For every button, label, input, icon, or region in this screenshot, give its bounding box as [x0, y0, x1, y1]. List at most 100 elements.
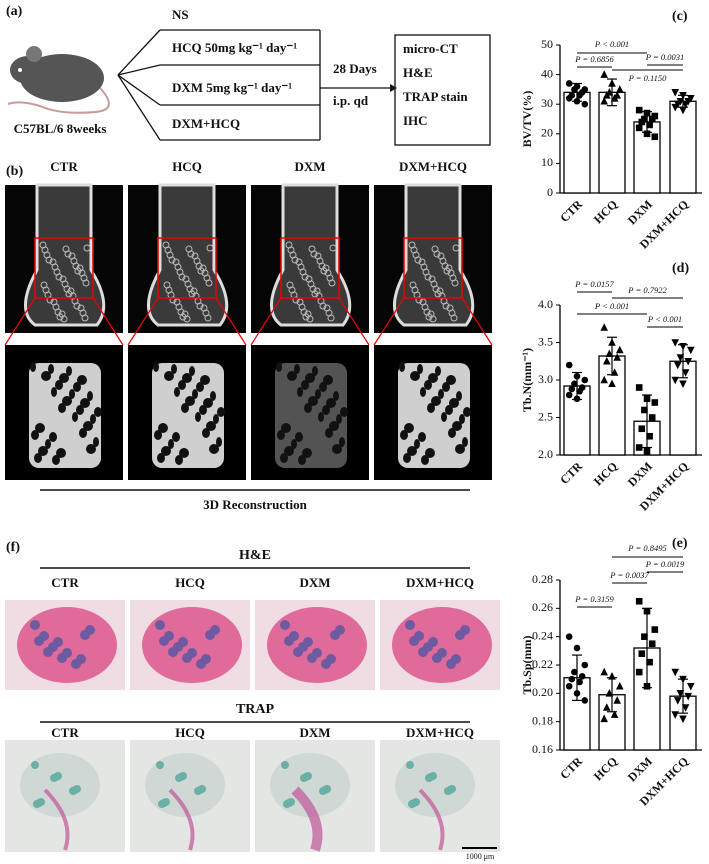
data-point — [608, 79, 616, 87]
pore — [38, 446, 48, 456]
assay: TRAP stain — [403, 89, 468, 104]
pore — [172, 432, 180, 442]
data-point — [600, 714, 608, 723]
trabecula — [415, 296, 423, 304]
trabecula — [319, 302, 327, 310]
pore — [418, 432, 426, 442]
y-tick-label: 40 — [541, 66, 553, 80]
data-point — [565, 391, 573, 399]
pore — [200, 375, 210, 385]
data-point — [568, 385, 576, 393]
x-tick-label: DXM — [625, 197, 655, 227]
scheme-lines — [117, 29, 491, 146]
marrow — [80, 630, 90, 640]
pore — [93, 437, 99, 447]
trabecula — [56, 313, 64, 321]
data-point — [616, 345, 624, 354]
pore — [199, 405, 207, 415]
pore — [452, 421, 462, 431]
marrow — [34, 636, 44, 646]
pore — [154, 430, 162, 440]
pore — [178, 380, 186, 390]
data-point — [578, 673, 586, 680]
marrow — [418, 647, 428, 657]
pore — [340, 407, 348, 417]
trabecula — [168, 256, 176, 264]
pore — [213, 414, 219, 424]
data-point — [613, 353, 621, 361]
p-value: P = 0.3159 — [574, 594, 614, 604]
trabecula — [65, 290, 73, 298]
data-point — [684, 692, 692, 701]
data-point — [641, 633, 648, 640]
data-point — [573, 395, 581, 403]
trabecula — [83, 244, 91, 252]
marrow — [293, 647, 303, 657]
pore — [445, 405, 453, 415]
stain — [323, 785, 331, 793]
trabecula — [425, 313, 433, 321]
pore — [83, 421, 93, 431]
assay: micro-CT — [403, 41, 458, 56]
data-point — [600, 70, 608, 78]
marrow — [284, 636, 294, 646]
treatment: HCQ 50mg kg⁻¹ day⁻¹ — [172, 40, 297, 55]
data-point — [576, 678, 583, 686]
data-point — [603, 91, 611, 99]
y-tick-label: 2.0 — [538, 447, 553, 461]
pore — [77, 375, 87, 385]
pore — [456, 391, 462, 401]
panel-label: (d) — [672, 261, 689, 276]
marrow — [30, 620, 40, 630]
trap-stain — [418, 788, 445, 851]
data-point — [610, 710, 619, 718]
group-label: DXM+HCQ — [399, 159, 467, 174]
data-point — [679, 675, 687, 684]
trabecula — [74, 267, 82, 275]
marrow — [455, 630, 465, 640]
x-tick-label: CTR — [557, 754, 585, 782]
reconstruction-image — [251, 345, 369, 480]
pore — [210, 391, 216, 401]
data-point — [651, 399, 659, 406]
p-value: P = 0.7922 — [627, 285, 667, 295]
pore — [291, 439, 297, 449]
pore — [30, 362, 36, 372]
data-point — [610, 93, 619, 102]
tissue — [17, 607, 117, 683]
trabecula — [414, 256, 422, 264]
data-point — [643, 447, 651, 455]
data-point — [681, 100, 690, 109]
trabecula — [443, 267, 451, 275]
data-point — [573, 690, 581, 697]
trabecula — [291, 256, 299, 264]
marrow — [307, 653, 317, 663]
roi-box — [280, 237, 340, 299]
data-point — [605, 349, 614, 358]
trabecula — [306, 315, 314, 323]
pore — [410, 371, 420, 381]
stain — [73, 785, 81, 793]
p-value: P = 0.0019 — [645, 559, 685, 569]
p-value: P < 0.001 — [594, 39, 629, 49]
data-point — [635, 597, 643, 605]
pore — [462, 437, 468, 447]
data-point — [687, 682, 695, 691]
pore — [49, 432, 57, 442]
data-point — [671, 103, 679, 112]
group-label: DXM+HCQ — [406, 575, 474, 590]
stain — [448, 785, 456, 793]
data-point — [679, 715, 687, 724]
pore — [428, 373, 438, 383]
pore — [179, 448, 189, 458]
panel-label: (f) — [6, 540, 20, 555]
marrow — [405, 620, 415, 630]
marrow — [321, 659, 331, 669]
y-axis-label: Tb.N(mm⁻¹) — [520, 348, 534, 412]
data-point — [613, 696, 621, 704]
pore — [421, 455, 429, 465]
pore — [425, 448, 435, 458]
data-point — [648, 640, 656, 648]
trabecula — [292, 296, 300, 304]
